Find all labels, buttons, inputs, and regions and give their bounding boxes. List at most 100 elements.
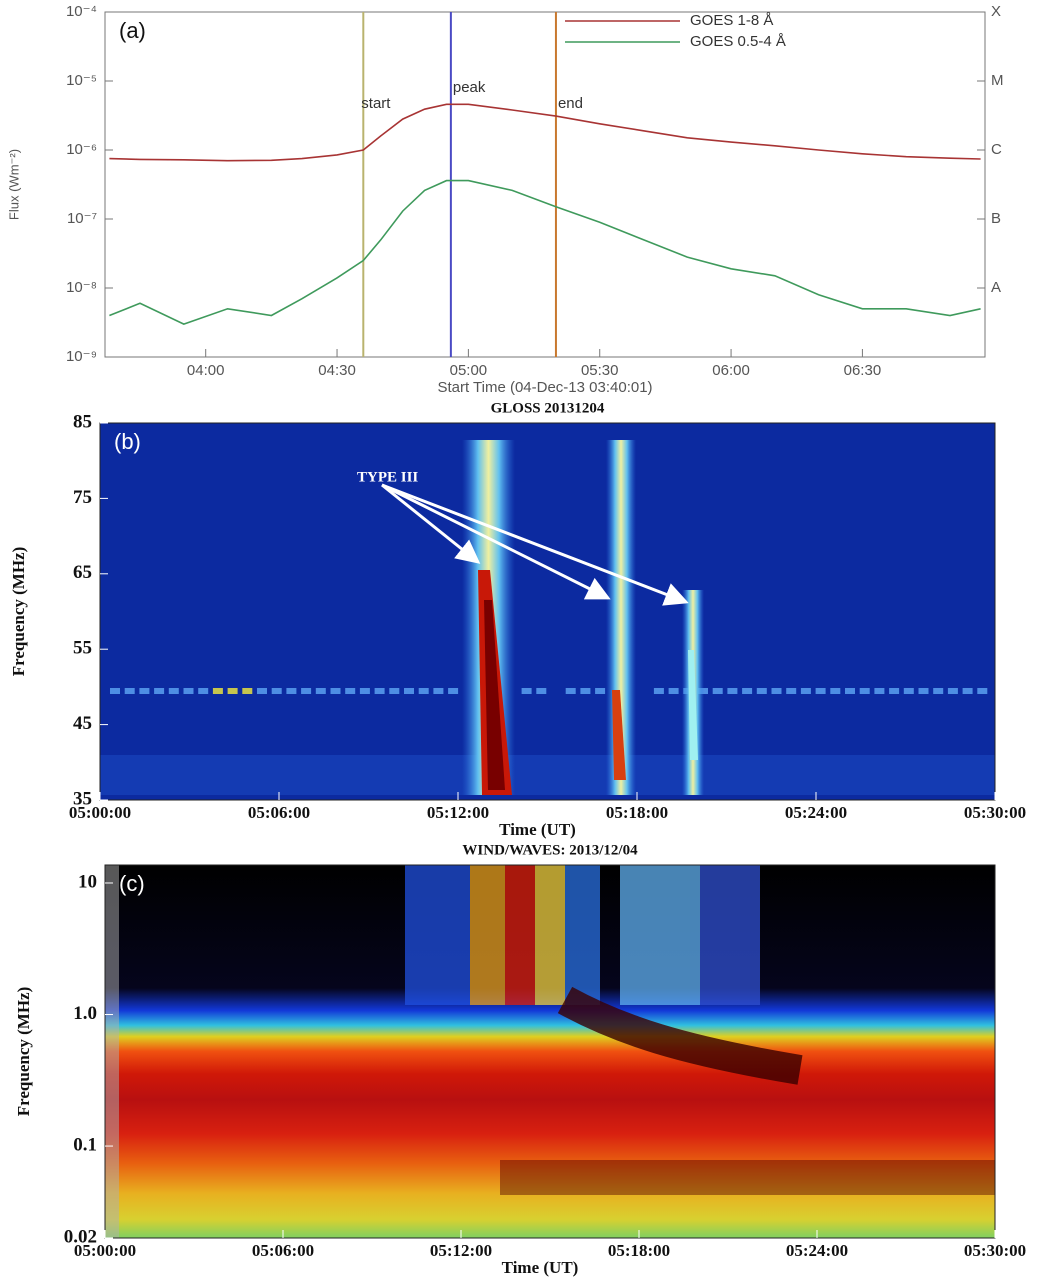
interference-band [859,688,870,694]
x-tick-label: 06:00 [712,362,750,379]
interference-band [418,688,429,694]
y-tick-label: 0.02 [64,1226,97,1247]
x-tick-label: 05:30:00 [964,1241,1026,1260]
arrow [381,483,689,606]
event-label: start [361,95,391,112]
y-tick-label: 10⁻⁶ [66,141,97,158]
panel-label: (b) [114,429,141,454]
interference-band [374,688,385,694]
y-tick-label: 10⁻⁷ [67,210,97,227]
arrow [381,483,611,600]
interference-band [212,688,223,694]
burst-column [505,865,535,1005]
interference-band [198,688,209,694]
interference-band [903,688,914,694]
interference-band [286,688,297,694]
interference-band [565,688,576,694]
x-tick-label: 05:30:00 [964,803,1026,822]
burst-column [620,865,700,1005]
x-axis-label: Start Time (04-Dec-13 03:40:01) [437,379,652,396]
x-axis-label: Time (UT) [502,1258,579,1277]
interference-band [756,688,767,694]
interference-band [301,688,312,694]
x-tick-label: 04:30 [318,362,356,379]
interference-band [580,688,591,694]
plot-frame [99,422,996,801]
x-tick-label: 05:12:00 [427,803,489,822]
interference-band [359,688,370,694]
x-tick-label: 05:06:00 [248,803,310,822]
y2-tick-label: X [991,3,1001,20]
x-tick-label: 05:24:00 [785,803,847,822]
burst-column [700,865,760,1005]
y-tick-label: 55 [73,638,92,659]
x-tick-label: 05:00:00 [69,803,131,822]
x-axis-label: Time (UT) [499,820,576,839]
interference-band [918,688,929,694]
interference-band [183,688,194,694]
chart-title: GLOSS 20131204 [491,400,605,416]
interference-band [521,688,532,694]
interference-band [653,688,664,694]
x-tick-label: 05:00 [450,362,488,379]
y-tick-label: 10⁻⁴ [66,3,97,20]
noise-band [100,755,995,795]
interference-band [271,688,282,694]
y-tick-label: 10⁻⁹ [66,348,97,365]
interference-band [712,688,723,694]
interference-band [727,688,738,694]
interference-band [947,688,958,694]
interference-band [139,688,150,694]
interference-band [124,688,135,694]
interference-band [815,688,826,694]
x-tick-label: 05:00:00 [74,1241,136,1260]
interference-band [977,688,988,694]
event-label: end [558,95,583,112]
interference-band [345,688,356,694]
interference-band [786,688,797,694]
plot-frame [104,864,996,1239]
burst-core [612,690,626,780]
dark-band [500,1160,995,1195]
x-tick-label: 05:30 [581,362,619,379]
interference-band [154,688,165,694]
y-tick-label: 10⁻⁸ [66,279,97,296]
interference-band [110,688,120,694]
y-tick-label: 0.1 [73,1134,97,1155]
y2-tick-label: M [991,72,1004,89]
y-tick-label: 85 [73,411,92,432]
burst-core [688,650,698,760]
y-tick-label: 45 [73,713,92,734]
x-tick-label: 04:00 [187,362,225,379]
x-tick-label: 05:06:00 [252,1241,314,1260]
burst-column [470,865,505,1005]
spectrogram-background [100,423,995,800]
interference-band [962,688,973,694]
y-axis-label: Frequency (MHz) [9,547,28,677]
interference-band [389,688,400,694]
interference-band [889,688,900,694]
y2-tick-label: B [991,210,1001,227]
y-tick-label: 75 [73,487,92,508]
interference-band [933,688,944,694]
series-line [109,179,981,325]
interference-band [845,688,855,694]
y-axis-label: Frequency (MHz) [14,987,33,1117]
y2-tick-label: A [991,279,1001,296]
interference-band [330,688,341,694]
y-axis-label: Flux (Wm⁻²) [6,149,21,220]
interference-band [315,688,326,694]
y-tick-label: 35 [73,788,92,809]
series-line [109,103,981,162]
drift-feature [557,986,803,1085]
interference-band [168,688,179,694]
annotation: TYPE III [357,469,418,485]
x-tick-label: 05:18:00 [608,1241,670,1260]
interference-band [830,688,841,694]
y2-tick-label: C [991,141,1002,158]
y-tick-label: 1.0 [73,1003,97,1024]
legend-label: GOES 1-8 Å [690,12,773,29]
arrow [381,483,481,564]
interference-band [433,688,444,694]
